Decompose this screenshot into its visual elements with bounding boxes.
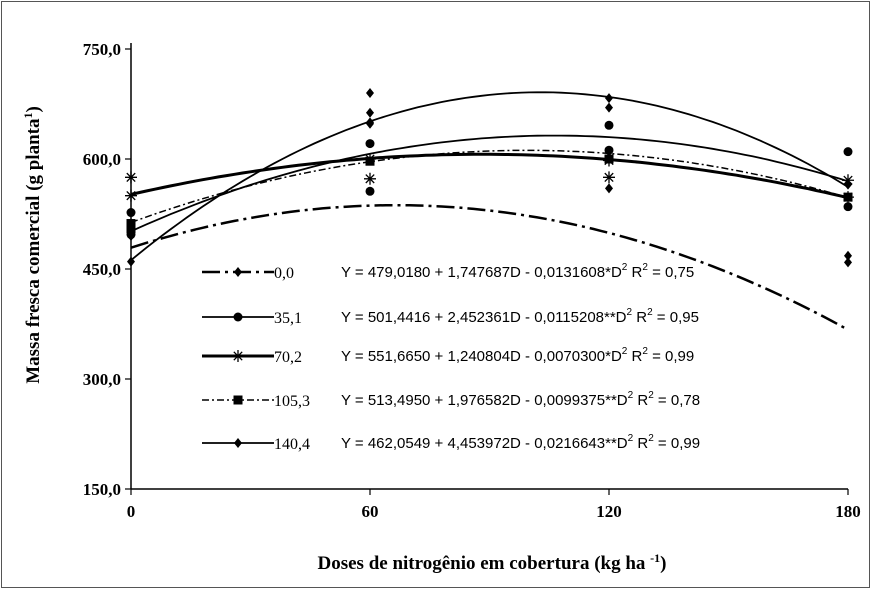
legend-equation: Y = 462,0549 + 4,453972D - 0,0216643**D2… xyxy=(341,433,700,452)
data-point-series-4 xyxy=(605,93,613,104)
chart-points xyxy=(125,88,854,268)
legend-item: 140,4 Y = 462,0549 + 4,453972D - 0,021664… xyxy=(202,433,700,453)
y-axis-title-sup: 1 xyxy=(21,113,35,119)
data-point-series-4 xyxy=(366,118,374,129)
data-point-series-4 xyxy=(844,179,852,190)
data-point-series-0 xyxy=(844,250,852,261)
series-line-3 xyxy=(130,149,849,224)
data-point-series-3 xyxy=(604,154,614,164)
chart-axes: 150,0 300,0 450,0 600,0 750,0 0 60 120 180 xyxy=(83,40,861,521)
y-tick-label: 300,0 xyxy=(83,370,121,389)
legend-marker xyxy=(234,438,242,448)
legend-marker xyxy=(233,312,243,322)
data-point-series-1 xyxy=(604,120,614,130)
data-point-series-1 xyxy=(604,145,614,155)
x-tick-label: 0 xyxy=(127,502,136,521)
legend-equation: Y = 513,4950 + 1,976582D - 0,0099375**D2… xyxy=(341,390,700,409)
data-point-series-0 xyxy=(844,257,852,268)
legend-series-name: 35,1 xyxy=(274,310,302,327)
series-line-4 xyxy=(130,91,849,261)
data-point-series-2 xyxy=(125,171,137,184)
y-axis-title-text: Massa fresca comercial (g planta xyxy=(23,118,44,384)
series-line-2 xyxy=(130,152,849,200)
x-axis-title-sup: -1 xyxy=(650,551,660,565)
data-point-series-2 xyxy=(125,189,137,202)
legend-marker xyxy=(232,350,244,362)
chart-curves xyxy=(130,91,849,331)
legend-marker xyxy=(234,267,242,277)
data-point-series-3 xyxy=(126,219,136,229)
y-tick-label: 150,0 xyxy=(83,480,121,499)
legend-series-name: 105,3 xyxy=(274,393,310,410)
data-point-series-4 xyxy=(127,256,135,267)
data-point-series-1 xyxy=(365,139,375,149)
legend-equation: Y = 501,4416 + 2,452361D - 0,0115208**D2… xyxy=(341,307,699,326)
data-point-series-1 xyxy=(365,186,375,196)
legend-item: 105,3 Y = 513,4950 + 1,976582D - 0,009937… xyxy=(202,390,700,410)
legend-item: 70,2 Y = 551,6650 + 1,240804D - 0,0070300… xyxy=(202,346,694,366)
y-tick-label: 750,0 xyxy=(83,40,121,59)
data-point-series-1 xyxy=(126,208,136,218)
legend-item: 35,1 Y = 501,4416 + 2,452361D - 0,0115208… xyxy=(202,307,699,327)
x-axis-title: Doses de nitrogênio em cobertura (kg ha … xyxy=(318,551,667,574)
data-point-series-2 xyxy=(603,171,615,184)
x-tick-label: 180 xyxy=(835,502,861,521)
x-tick-label: 60 xyxy=(362,502,379,521)
y-tick-label: 600,0 xyxy=(83,150,121,169)
legend-series-name: 0,0 xyxy=(274,265,294,282)
y-axis-title: Massa fresca comercial (g planta1) xyxy=(21,106,44,384)
x-axis-title-text: Doses de nitrogênio em cobertura (kg ha xyxy=(318,553,646,574)
data-point-series-1 xyxy=(843,147,853,157)
data-point-series-1 xyxy=(843,202,853,212)
data-point-series-3 xyxy=(365,156,375,166)
data-point-series-3 xyxy=(843,192,853,202)
data-point-series-4 xyxy=(605,102,613,113)
x-tick-label: 120 xyxy=(596,502,622,521)
y-tick-label: 450,0 xyxy=(83,260,121,279)
legend-item: 0,0 Y = 479,0180 + 1,747687D - 0,0131608*… xyxy=(202,262,694,282)
legend-equation: Y = 479,0180 + 1,747687D - 0,0131608*D2 … xyxy=(341,262,694,281)
legend: 0,0 Y = 479,0180 + 1,747687D - 0,0131608*… xyxy=(202,262,700,453)
legend-series-name: 140,4 xyxy=(274,436,310,453)
x-axis-title-close: ) xyxy=(660,553,666,574)
y-axis-title-close: ) xyxy=(23,106,44,112)
data-point-series-0 xyxy=(605,183,613,194)
data-point-series-0 xyxy=(366,107,374,118)
data-point-series-2 xyxy=(364,172,376,185)
data-point-series-3 xyxy=(126,224,136,234)
legend-series-name: 70,2 xyxy=(274,349,302,366)
legend-marker xyxy=(233,395,243,405)
legend-equation: Y = 551,6650 + 1,240804D - 0,0070300*D2 … xyxy=(341,346,694,365)
data-point-series-0 xyxy=(366,88,374,98)
